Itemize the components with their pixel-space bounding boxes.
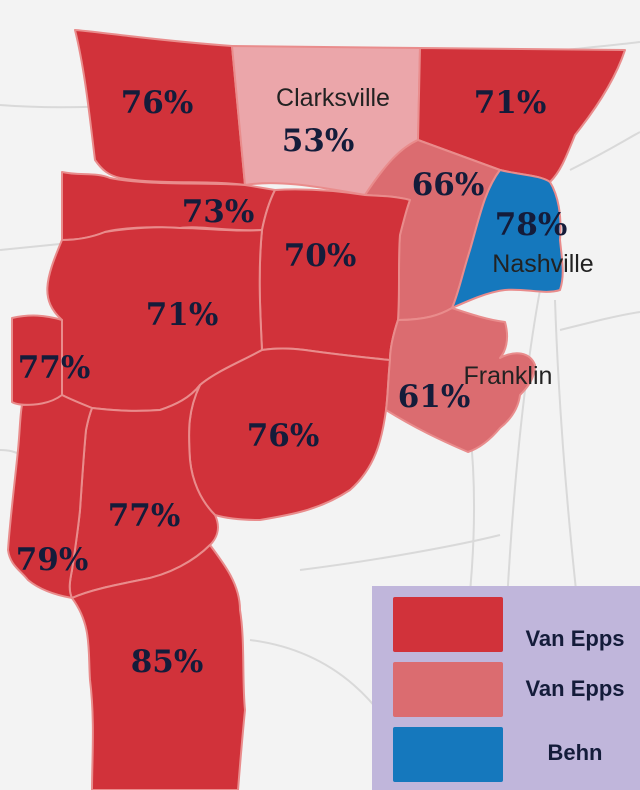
- pct-label-northwest-county: 76%: [121, 85, 194, 121]
- pct-label-southwest-county: 79%: [16, 542, 89, 578]
- south-county: [71, 544, 246, 790]
- legend-swatch-behn: [393, 727, 503, 782]
- counties: [7, 29, 626, 790]
- davidson-county: [451, 169, 564, 309]
- pct-label-central-county: 71%: [146, 297, 219, 333]
- pct-label-north-central-county: 73%: [182, 194, 255, 230]
- pct-label-davidson-county: 78%: [495, 207, 568, 243]
- pct-label-montgomery-county: 53%: [282, 123, 355, 159]
- pct-label-dickson-county: 70%: [284, 238, 357, 274]
- dickson-county: [258, 188, 411, 361]
- pct-label-williamson-county: 61%: [398, 379, 471, 415]
- legend-label-moderate-van-epps: Van Epps: [525, 676, 624, 701]
- county-percent-labels: 76% 53% 71% 66% 78% 73% 70% 71% 77% 76% …: [16, 85, 568, 680]
- legend-swatch-strong-van-epps: [393, 597, 503, 652]
- pct-label-west-county: 77%: [18, 350, 91, 386]
- southwest-county: [7, 394, 93, 599]
- legend-label-behn: Behn: [548, 740, 603, 765]
- city-label-clarksville: Clarksville: [276, 84, 390, 112]
- legend-label-strong-van-epps: Van Epps: [525, 626, 624, 651]
- pct-label-south-county: 85%: [131, 644, 204, 680]
- pct-label-cheatham-county: 66%: [412, 167, 485, 203]
- legend-swatch-moderate-van-epps: [393, 662, 503, 717]
- pct-label-northeast-county: 71%: [474, 85, 547, 121]
- city-label-franklin: Franklin: [464, 362, 553, 390]
- city-labels: Clarksville Nashville Franklin: [276, 84, 594, 390]
- pct-label-south-central-county: 77%: [108, 498, 181, 534]
- williamson-county: [385, 307, 536, 453]
- pct-label-hickman-county: 76%: [247, 418, 320, 454]
- legend: Van Epps Van Epps Behn: [372, 586, 640, 790]
- northwest-county: [74, 29, 246, 186]
- city-label-nashville: Nashville: [492, 250, 593, 278]
